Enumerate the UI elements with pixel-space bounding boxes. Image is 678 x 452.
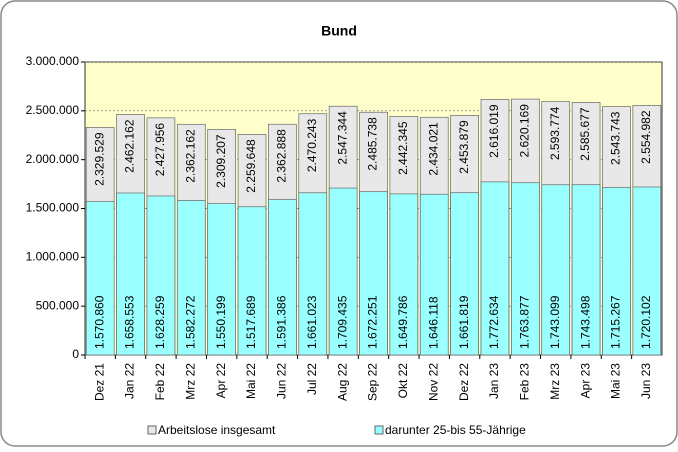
value-label: 2.309.207 — [214, 134, 228, 188]
value-label: 2.543.743 — [609, 111, 623, 165]
value-label: 1.661.819 — [457, 295, 471, 349]
x-tick-label: Dez 21 — [92, 363, 106, 401]
value-label: 1.582.272 — [183, 295, 197, 349]
bar — [237, 206, 267, 356]
bar — [176, 200, 206, 356]
bar — [602, 187, 631, 356]
value-label: 1.628.259 — [153, 295, 167, 349]
value-label: 1.591.386 — [275, 295, 289, 349]
legend-label: darunter 25-bis 55-Jährige — [385, 423, 526, 437]
bar — [541, 184, 571, 356]
x-tick-label: Okt 22 — [396, 363, 410, 399]
y-tick-label: 1.500.000 — [26, 201, 80, 215]
value-label: 2.462.162 — [123, 119, 137, 173]
bar — [146, 195, 176, 356]
x-tick-label: Jan 22 — [123, 363, 137, 399]
bar — [450, 192, 479, 356]
x-tick-label: Mrz 22 — [183, 363, 197, 400]
x-tick-label: Jan 23 — [487, 363, 501, 399]
y-tick-label: 1.000.000 — [26, 250, 80, 264]
bar — [359, 191, 388, 356]
x-tick-label: Apr 22 — [214, 363, 228, 399]
value-label: 1.709.435 — [335, 295, 349, 349]
value-label: 1.646.118 — [426, 296, 440, 349]
x-tick-label: Jun 22 — [275, 363, 289, 399]
bar — [328, 187, 358, 356]
x-tick-label: Mrz 23 — [548, 363, 562, 400]
chart-title: Bund — [321, 23, 357, 39]
value-label: 2.616.019 — [487, 104, 501, 158]
value-label: 2.470.243 — [305, 118, 319, 172]
bar — [207, 203, 236, 356]
x-tick-label: Feb 22 — [153, 363, 167, 401]
value-label: 1.743.498 — [578, 295, 592, 349]
bar — [85, 201, 115, 356]
y-tick-label: 0 — [72, 347, 79, 361]
value-label: 1.743.099 — [548, 295, 562, 349]
value-label: 2.362.162 — [183, 129, 197, 183]
value-label: 2.620.169 — [518, 104, 532, 158]
value-label: 2.434.021 — [426, 122, 440, 176]
value-label: 1.763.877 — [518, 295, 532, 349]
y-tick-label: 2.000.000 — [26, 152, 80, 166]
value-label: 2.427.956 — [153, 123, 167, 177]
x-tick-label: Mai 23 — [609, 363, 623, 399]
value-label: 2.585.677 — [578, 107, 592, 161]
legend-swatch — [147, 425, 157, 435]
legend-swatch — [374, 425, 384, 435]
value-label: 2.259.648 — [244, 139, 258, 193]
value-label: 2.547.344 — [335, 111, 349, 165]
bar — [511, 182, 540, 356]
value-label: 1.658.553 — [123, 295, 137, 349]
value-label: 1.720.102 — [639, 295, 653, 349]
value-label: 1.661.023 — [305, 295, 319, 349]
y-tick-label: 3.000.000 — [26, 54, 80, 68]
bar — [480, 181, 510, 356]
x-tick-label: Apr 23 — [578, 363, 592, 399]
value-label: 2.362.888 — [275, 129, 289, 183]
value-label: 1.715.267 — [609, 295, 623, 349]
value-label: 1.672.251 — [366, 295, 380, 349]
bar — [571, 184, 601, 356]
value-label: 2.453.879 — [457, 120, 471, 174]
value-label: 1.517.689 — [244, 295, 258, 349]
legend-label: Arbeitslose insgesamt — [158, 423, 276, 437]
value-label: 1.550.199 — [214, 295, 228, 349]
y-tick-label: 500.000 — [36, 298, 80, 312]
bar — [298, 192, 328, 356]
bar — [268, 199, 297, 356]
x-tick-label: Mai 22 — [244, 363, 258, 399]
x-tick-label: Dez 22 — [457, 363, 471, 401]
y-tick-label: 2.500.000 — [26, 103, 80, 117]
value-label: 2.554.982 — [639, 110, 653, 164]
bar — [419, 193, 449, 356]
value-label: 2.593.774 — [548, 106, 562, 160]
x-tick-label: Aug 22 — [335, 363, 349, 401]
bar — [116, 192, 145, 356]
bar — [389, 193, 419, 356]
value-label: 1.570.860 — [92, 295, 106, 349]
value-label: 1.649.786 — [396, 295, 410, 349]
value-label: 1.772.634 — [487, 295, 501, 349]
x-tick-label: Sep 22 — [366, 363, 380, 401]
value-label: 2.329.529 — [92, 132, 106, 186]
x-tick-label: Jul 22 — [305, 363, 319, 395]
x-tick-label: Jun 23 — [639, 363, 653, 399]
bar — [632, 186, 662, 356]
x-tick-label: Nov 22 — [426, 363, 440, 401]
value-label: 2.442.345 — [396, 121, 410, 175]
x-tick-label: Feb 23 — [518, 363, 532, 401]
value-label: 2.485.738 — [366, 117, 380, 171]
